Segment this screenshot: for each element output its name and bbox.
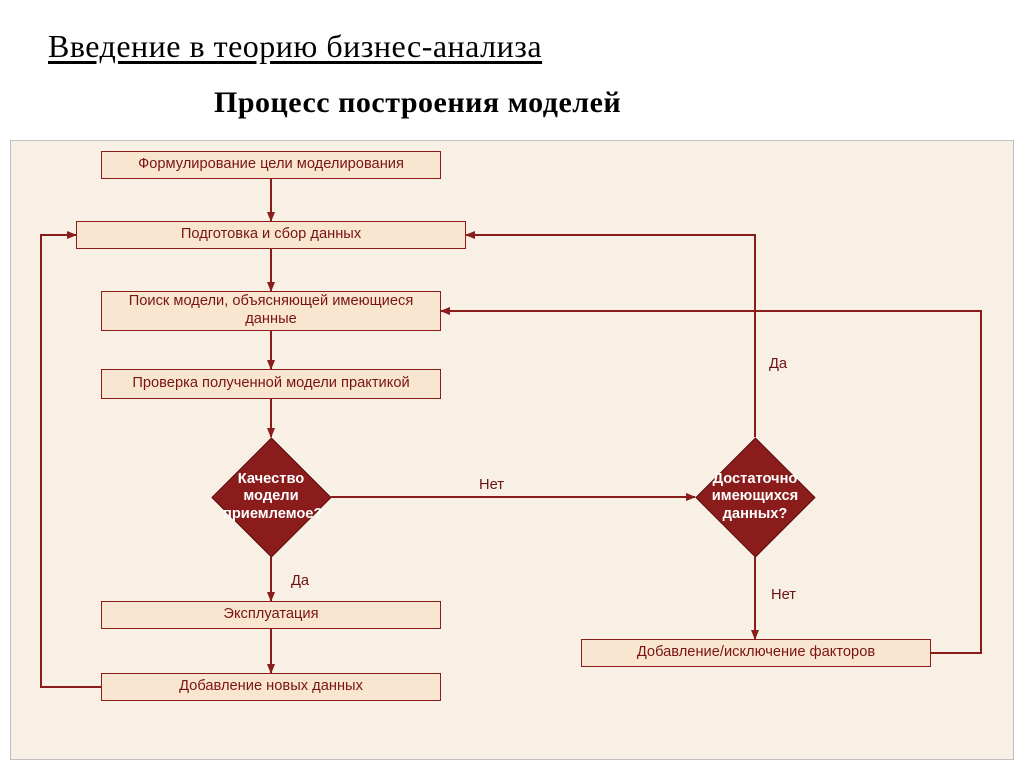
slide-page: Введение в теорию бизнес-анализа Процесс… xyxy=(0,0,1024,767)
flowchart-canvas: Формулирование цели моделирования Подгото… xyxy=(10,140,1014,760)
process-node: Подготовка и сбор данных xyxy=(76,221,466,249)
process-node: Эксплуатация xyxy=(101,601,441,629)
page-title: Введение в теорию бизнес-анализа xyxy=(48,28,542,65)
process-node: Проверка полученной модели практикой xyxy=(101,369,441,399)
decision-node: Качество модели приемлемое? xyxy=(211,437,331,557)
connector xyxy=(41,235,101,687)
process-node: Добавление/исключение факторов xyxy=(581,639,931,667)
process-node: Добавление новых данных xyxy=(101,673,441,701)
edge-label: Да xyxy=(769,356,787,372)
edge-label: Нет xyxy=(479,477,504,493)
decision-node: Достаточно имеющихся данных? xyxy=(695,437,815,557)
edge-label: Да xyxy=(291,573,309,589)
page-subtitle: Процесс построения моделей xyxy=(214,86,621,120)
connector xyxy=(466,235,755,437)
process-node: Поиск модели, объясняющей имеющиеся данн… xyxy=(101,291,441,331)
edge-label: Нет xyxy=(771,587,796,603)
process-node: Формулирование цели моделирования xyxy=(101,151,441,179)
